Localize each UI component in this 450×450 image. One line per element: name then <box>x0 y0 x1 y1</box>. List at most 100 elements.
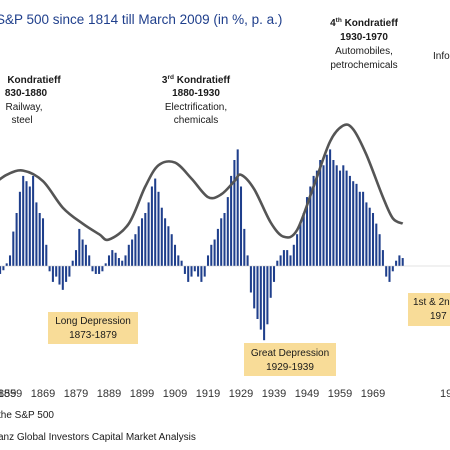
bar-1913 <box>187 266 190 282</box>
bar-1864 <box>25 181 28 266</box>
bar-1890 <box>111 250 114 266</box>
bar-1902 <box>150 186 153 266</box>
bar-1962 <box>348 175 351 266</box>
bar-1857 <box>2 266 5 271</box>
bar-1939 <box>272 266 276 282</box>
bar-1943 <box>286 250 289 266</box>
bar-1969 <box>371 213 375 266</box>
k3-years: 1880-1930 <box>172 88 220 99</box>
x-tick-1859: 1859 <box>0 388 22 400</box>
bar-1865 <box>28 186 31 266</box>
bar-1978 <box>401 258 404 266</box>
bar-1914 <box>190 266 193 277</box>
bar-1974 <box>388 266 391 282</box>
k2-years: 830-1880 <box>5 88 48 99</box>
bar-1919 <box>206 255 210 266</box>
x-tick-1909: 1909 <box>163 388 187 400</box>
bar-1860 <box>12 231 15 266</box>
k3-num: 3 <box>162 75 168 86</box>
bar-1932 <box>249 266 252 293</box>
bar-1929 <box>239 186 243 266</box>
bar-1917 <box>200 266 203 282</box>
bar-1953 <box>319 160 322 266</box>
k4-sub2: petrochemicals <box>330 60 397 71</box>
k5-partial-label: Info <box>433 51 450 62</box>
bar-1934 <box>256 266 259 319</box>
k3-title-line: 3rd Kondratieff <box>162 74 231 86</box>
bar-1877 <box>68 266 71 277</box>
x-tick-1929: 1929 <box>229 388 253 400</box>
bar-1944 <box>289 255 292 266</box>
k3-sup: rd <box>167 74 174 81</box>
bar-1928 <box>236 149 239 266</box>
bar-1918 <box>203 266 206 277</box>
bar-1868 <box>38 213 41 266</box>
bar-1960 <box>342 165 345 266</box>
bar-1861 <box>15 213 18 266</box>
bar-1946 <box>296 234 299 266</box>
bar-1967 <box>365 202 368 266</box>
bar-1945 <box>292 244 295 266</box>
bar-1896 <box>131 239 134 266</box>
bar-1874 <box>58 266 61 285</box>
bar-1898 <box>137 226 140 266</box>
bar-1959 <box>338 170 342 266</box>
bar-1965 <box>358 191 361 266</box>
bar-1886 <box>98 266 101 274</box>
bar-1881 <box>81 239 84 266</box>
bar-1905 <box>160 207 163 266</box>
bar-1941 <box>279 255 282 266</box>
bar-1879 <box>74 250 78 266</box>
bar-1880 <box>78 228 81 266</box>
bar-1866 <box>32 175 35 266</box>
k2-sub1: Railway, <box>5 102 42 113</box>
bar-1949 <box>305 197 309 266</box>
bar-1888 <box>104 263 107 266</box>
bar-1924 <box>223 213 226 266</box>
bar-1956 <box>329 149 332 266</box>
great-depression-box <box>244 343 336 376</box>
k4-sup: th <box>336 17 342 24</box>
bar-1951 <box>312 175 315 266</box>
bar-1975 <box>391 266 394 272</box>
bar-1893 <box>121 260 124 266</box>
x-tick-partial-right: 19 <box>440 388 450 400</box>
bar-1938 <box>269 266 272 298</box>
long-depression-years: 1873-1879 <box>69 330 117 341</box>
bar-1871 <box>48 266 51 272</box>
bar-1933 <box>253 266 256 309</box>
bar-1901 <box>147 202 150 266</box>
bar-1926 <box>230 175 233 266</box>
bar-1912 <box>183 266 186 274</box>
bar-1900 <box>144 213 147 266</box>
bar-1885 <box>94 266 97 274</box>
x-axis-ticks: 1859 1869 1879 1889 1899 1909 1919 1929 1939 1949… <box>0 388 385 400</box>
bar-1977 <box>398 255 401 266</box>
bar-1862 <box>18 191 21 266</box>
bar-1870 <box>45 244 48 266</box>
x-tick-1889: 1889 <box>97 388 121 400</box>
chart-title: S&P 500 since 1814 till March 2009 (in %… <box>0 12 282 27</box>
k2-title: Kondratieff <box>7 75 61 86</box>
bar-1892 <box>117 258 120 266</box>
bar-1859 <box>8 255 12 266</box>
k2-sub2: steel <box>11 115 32 126</box>
bar-1964 <box>355 183 358 266</box>
x-tick-1969: 1969 <box>361 388 385 400</box>
bar-1935 <box>259 266 262 330</box>
bar-1963 <box>352 181 355 266</box>
bar-1883 <box>88 255 91 266</box>
bar-1856 <box>0 266 2 274</box>
bar-1899 <box>140 218 144 266</box>
bar-1915 <box>193 266 196 272</box>
bar-1910 <box>177 255 180 266</box>
k4-title: Kondratieff <box>342 18 399 29</box>
x-tick-partial-left: 859 <box>0 388 16 400</box>
bar-1875 <box>61 266 64 290</box>
bar-1858 <box>5 263 8 266</box>
bar-1878 <box>71 260 74 266</box>
bar-1972 <box>381 250 384 266</box>
bar-1889 <box>107 255 111 266</box>
